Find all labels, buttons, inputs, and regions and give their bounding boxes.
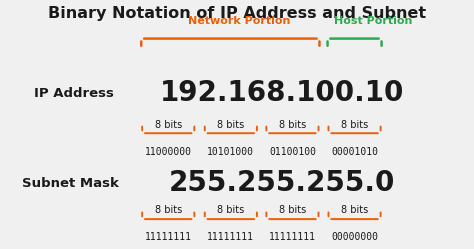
Text: 8 bits: 8 bits — [341, 120, 368, 129]
Text: Binary Notation of IP Address and Subnet: Binary Notation of IP Address and Subnet — [48, 6, 426, 21]
Text: 8 bits: 8 bits — [279, 205, 306, 215]
Text: IP Address: IP Address — [34, 87, 113, 100]
Text: 8 bits: 8 bits — [217, 120, 245, 129]
Text: Host Portion: Host Portion — [334, 16, 413, 26]
Text: 255.255.255.0: 255.255.255.0 — [169, 169, 395, 197]
Text: 192.168.100.10: 192.168.100.10 — [160, 79, 404, 107]
Text: Network Portion: Network Portion — [188, 16, 291, 26]
Text: 00001010: 00001010 — [331, 147, 378, 157]
Text: 8 bits: 8 bits — [155, 120, 182, 129]
Text: 11000000: 11000000 — [145, 147, 192, 157]
Text: 8 bits: 8 bits — [217, 205, 245, 215]
Text: 11111111: 11111111 — [269, 232, 316, 242]
Text: 01100100: 01100100 — [269, 147, 316, 157]
Text: 00000000: 00000000 — [331, 232, 378, 242]
Text: Subnet Mask: Subnet Mask — [22, 177, 119, 189]
Text: 8 bits: 8 bits — [341, 205, 368, 215]
Text: 8 bits: 8 bits — [279, 120, 306, 129]
Text: 10101000: 10101000 — [207, 147, 255, 157]
Text: 8 bits: 8 bits — [155, 205, 182, 215]
Text: 11111111: 11111111 — [145, 232, 192, 242]
Text: 11111111: 11111111 — [207, 232, 255, 242]
